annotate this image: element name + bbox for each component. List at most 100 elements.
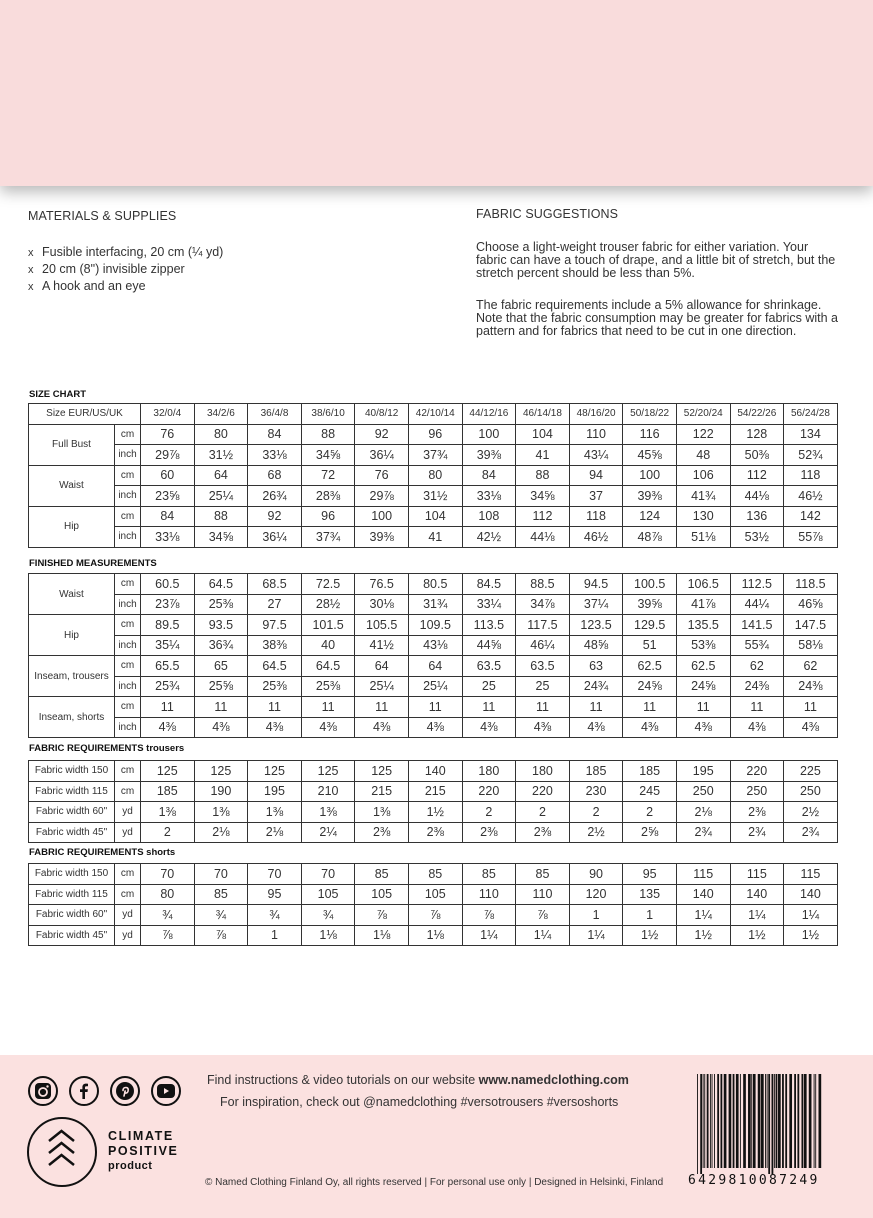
table-cell: 85 [515,863,570,885]
table-cell: 39⅜ [622,485,677,507]
table-cell: 68 [247,464,302,486]
table-cell: 2 [461,801,517,823]
table-cell: 65.5 [140,655,195,677]
table-cell: 64 [193,464,249,486]
measurement-label: Full Bust [28,423,115,466]
table-cell: 1⅜ [300,801,356,823]
materials-title: MATERIALS & SUPPLIES [28,209,177,223]
table-cell: 41½ [354,634,409,656]
table-cell: 105 [300,883,356,905]
table-row: Fabric width 115 cm 185 190 195 210 215 215 220 2… [28,780,838,802]
barcode-bar [775,1074,778,1168]
pinterest-icon[interactable] [110,1076,140,1106]
barcode-bar [751,1074,753,1168]
table-cell: 100 [461,423,517,445]
table-cell: 11 [407,696,463,718]
barcode-bar [700,1074,703,1174]
table-cell: 135.5 [675,614,731,636]
table-cell: 112 [515,505,570,527]
table-cell: 1¼ [461,924,517,946]
fabric-width-label: Fabric width 45" [28,924,115,946]
table-cell: 51⅛ [675,526,731,548]
table-row: Fabric width 150 cm 125 125 125 125 125 140 180 1… [28,760,838,782]
chevrons-up-icon [48,1129,75,1166]
table-cell: 2⅜ [354,821,409,843]
table-row: inch 4⅜ 4⅜ 4⅜ 4⅜ 4⅜ 4⅜ 4⅜ 4⅜ 4⅜ 4⅜ 4⅜ 4⅜ 4⅜ [29,716,838,738]
youtube-icon[interactable] [151,1076,181,1106]
table-cell: 64.5 [193,573,249,595]
table-cell: 11 [675,696,731,718]
table-cell: 125 [300,760,356,782]
unit-label: cm [114,780,141,802]
table-cell: 215 [407,780,463,802]
table-cell: 125 [247,760,302,782]
table-cell: 124 [622,505,677,527]
table-cell: 4⅜ [140,716,195,738]
table-cell: 45⅝ [622,444,677,466]
table-cell: 123.5 [568,614,624,636]
materials-item: x Fusible interfacing, 20 cm (¼ yd) [28,245,224,259]
table-cell: 60 [140,464,195,486]
instructions-line: Find instructions & video tutorials on o… [207,1073,629,1087]
website-link[interactable]: www.namedclothing.com [478,1073,629,1087]
table-cell: 80 [140,883,195,905]
table-cell: 2⅜ [729,801,785,823]
table-cell: 24⅝ [622,675,677,697]
table-cell: 26¾ [247,485,302,507]
table-cell: 4⅜ [729,716,785,738]
table-cell: 110 [461,883,517,905]
instagram-icon[interactable] [28,1076,58,1106]
fabric-suggestions-paragraph: Choose a light-weight trouser fabric for… [476,240,836,280]
unit-label: yd [114,801,141,823]
table-cell: 48⅞ [622,526,677,548]
table-cell: 142 [783,505,838,527]
table-cell: 24¾ [568,675,624,697]
table-cell: 4⅜ [622,716,677,738]
table-cell: 100.5 [622,573,677,595]
table-cell: 1¼ [729,904,785,926]
table-row: inch 23⅝ 25¼ 26¾ 28⅜ 29⅞ 31½ 33⅛ 34⅝ 37 39⅜ 41¾ 44⅛ 4… [29,485,838,507]
table-cell: 4⅜ [300,716,356,738]
table-cell: 195 [675,760,731,782]
fabric-width-label: Fabric width 45" [28,821,115,843]
table-cell: 125 [193,760,249,782]
table-cell: 37 [568,485,624,507]
measurement-label: Waist [28,573,115,615]
barcode-bar [739,1074,741,1168]
table-cell: 96 [407,423,463,445]
table-cell: ⅞ [461,904,517,926]
table-cell: 60.5 [140,573,195,595]
table-cell: 51 [622,634,677,656]
table-cell: 40 [300,634,356,656]
table-cell: 140 [783,883,838,905]
table-cell: 88.5 [515,573,570,595]
table-cell: 41 [515,444,570,466]
table-cell: 250 [783,780,838,802]
table-cell: 84 [461,464,517,486]
fabric-suggestions-paragraph: The fabric requirements include a 5% all… [476,298,838,338]
table-cell: 36¾ [193,634,249,656]
table-cell: 88 [300,423,356,445]
table-cell: 105.5 [354,614,409,636]
facebook-icon[interactable] [69,1076,99,1106]
barcode-number: 6429810087249 [688,1173,820,1188]
table-cell: 25¼ [407,675,463,697]
table-cell: 24⅝ [675,675,731,697]
table-row: Fabric width 115 cm 80 85 95 105 105 105 110 110 1… [28,883,838,905]
table-cell: 118 [783,464,838,486]
table-cell: 34⅝ [300,444,356,466]
table-cell: 85 [354,863,409,885]
barcode-bar [709,1074,711,1168]
table-cell: 62 [783,655,838,677]
table-cell: 31½ [193,444,249,466]
table-cell: 68.5 [247,573,302,595]
table-row: Fabric width 60" yd 1⅜ 1⅜ 1⅜ 1⅜ 1⅜ 1½ 2 2 2 2 2⅛ 2⅜ 2½ [28,801,838,823]
size-header-label: Size EUR/US/UK [28,403,141,425]
barcode-bar [794,1074,796,1168]
table-cell: 44⅛ [729,485,785,507]
table-cell: 94 [568,464,624,486]
table-cell: 33⅛ [140,526,195,548]
table-cell: 2⅛ [675,801,731,823]
unit-label: cm [114,573,141,595]
table-cell: 115 [783,863,838,885]
